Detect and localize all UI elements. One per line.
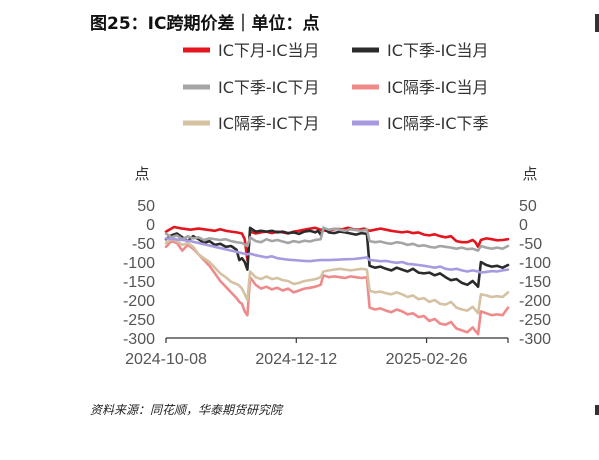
series-line [164,237,510,315]
y-tick-label-right: -50 [519,236,542,253]
y-tick-label-left: -300 [123,331,155,348]
series-line [164,226,510,252]
series-line [164,239,510,336]
y-tick-label-left: -100 [123,255,155,272]
y-tick-label-right: 50 [519,198,537,215]
y-tick-label-left: -50 [132,236,155,253]
x-tick-label: 2024-10-08 [125,351,207,368]
y-tick-label-left: 0 [146,217,155,234]
series-line [164,237,510,274]
y-tick-label-left: -200 [123,293,155,310]
x-tick-label: 2025-02-26 [386,351,468,368]
y-tick-label-right: -150 [519,274,551,291]
legend-label: IC下季-IC下月 [218,78,320,97]
y-tick-label-left: -150 [123,274,155,291]
y-axis-left: 50 0 -50 -100 -150 -200 -250 -300 [123,198,155,348]
y-axis-unit-left: 点 [134,165,149,183]
y-tick-label-left: 50 [137,198,155,215]
adjacent-figure-edge [595,405,599,415]
plot-area [164,225,510,336]
y-tick-label-right: -100 [519,255,551,272]
y-axis-unit-right: 点 [522,165,537,183]
legend-label: IC隔季-IC下季 [387,114,489,133]
legend: IC下月-IC当月 IC下季-IC当月 IC下季-IC下月 IC隔季-IC当月 IC隔季… [183,41,489,133]
y-tick-label-right: 0 [519,217,528,234]
y-tick-label-left: -250 [123,312,155,329]
chart-title: 图25：IC跨期价差｜单位：点 [90,14,320,34]
legend-label: IC隔季-IC下月 [218,114,320,133]
y-tick-label-right: -200 [519,293,551,310]
x-tick-label: 2024-12-12 [255,351,337,368]
y-axis-right: 50 0 -50 -100 -150 -200 -250 -300 [519,198,551,348]
y-tick-label-right: -250 [519,312,551,329]
legend-label: IC隔季-IC当月 [387,78,489,97]
y-tick-label-right: -300 [519,331,551,348]
adjacent-figure-edge [595,14,599,32]
series-line [164,225,510,262]
legend-label: IC下季-IC当月 [387,41,489,60]
source-note: 资料来源：同花顺，华泰期货研究院 [90,403,283,417]
x-axis: 2024-10-08 2024-12-12 2025-02-26 [125,337,509,368]
legend-label: IC下月-IC当月 [218,41,320,60]
series-line [164,226,510,288]
